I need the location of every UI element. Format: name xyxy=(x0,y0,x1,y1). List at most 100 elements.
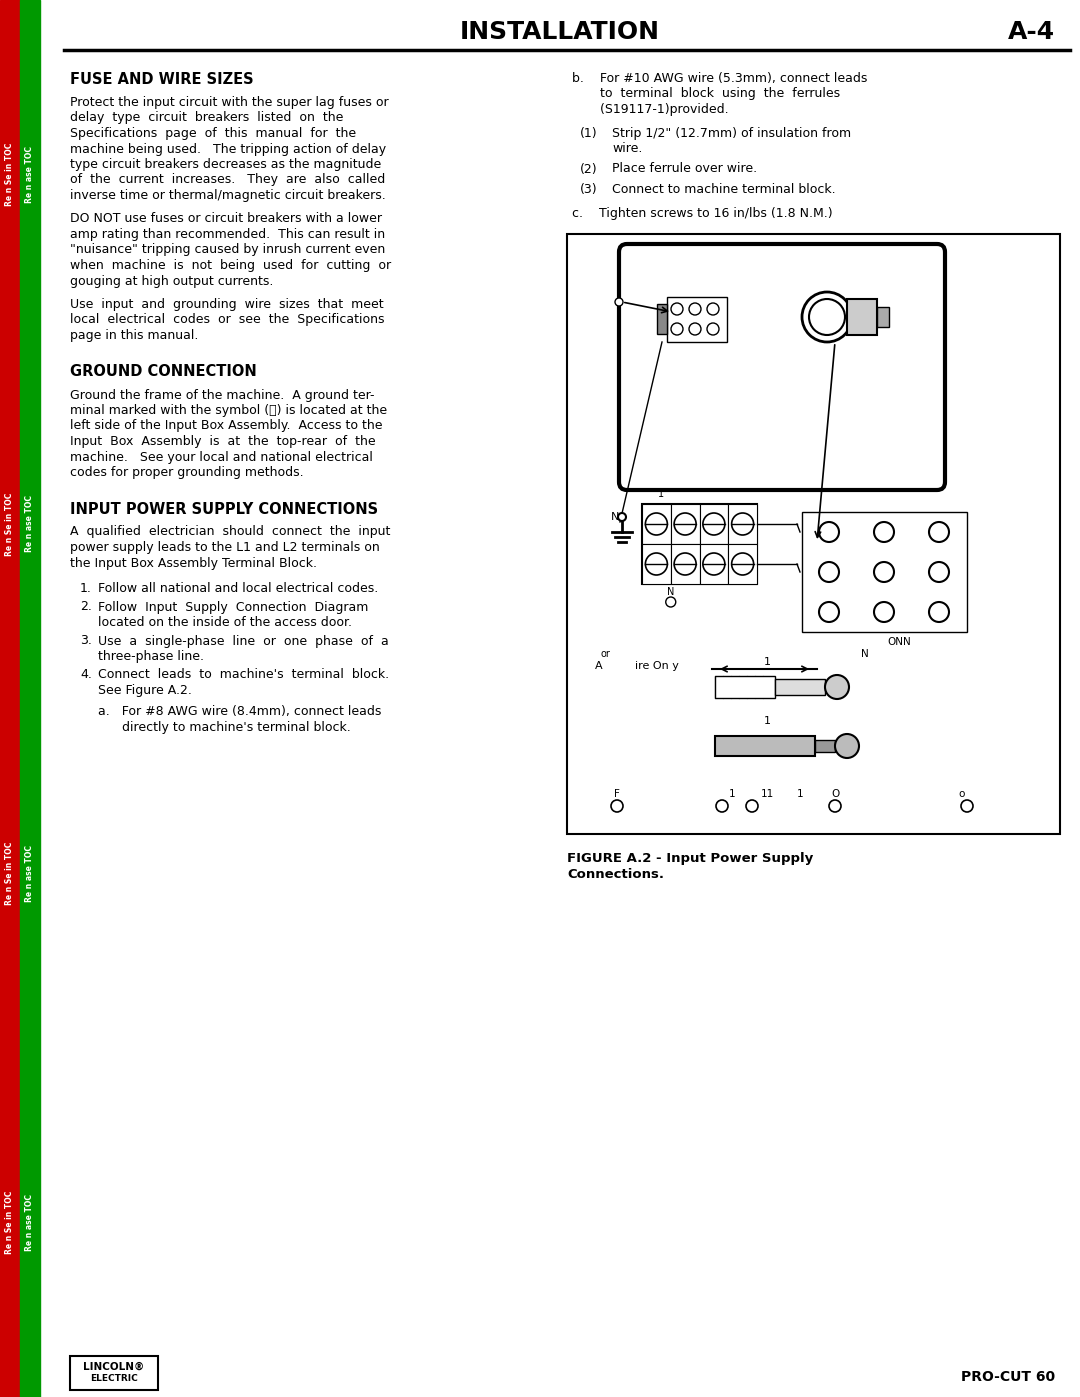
Bar xyxy=(21,0,40,1397)
Text: Connections.: Connections. xyxy=(567,868,664,882)
Text: N: N xyxy=(667,587,674,597)
Text: or: or xyxy=(600,650,610,659)
Text: delay  type  circuit  breakers  listed  on  the: delay type circuit breakers listed on th… xyxy=(70,112,343,124)
Circle shape xyxy=(716,800,728,812)
Text: A  qualified  electrician  should  connect  the  input: A qualified electrician should connect t… xyxy=(70,525,390,538)
Text: wire.: wire. xyxy=(612,142,643,155)
Circle shape xyxy=(929,522,949,542)
Circle shape xyxy=(874,562,894,583)
Text: O: O xyxy=(831,789,839,799)
Text: Re n Se in TOC: Re n Se in TOC xyxy=(5,142,14,207)
Circle shape xyxy=(961,800,973,812)
Circle shape xyxy=(746,800,758,812)
Bar xyxy=(815,740,835,752)
Text: (1): (1) xyxy=(580,127,597,140)
Text: INPUT POWER SUPPLY CONNECTIONS: INPUT POWER SUPPLY CONNECTIONS xyxy=(70,502,378,517)
Text: (2): (2) xyxy=(580,162,597,176)
Text: N: N xyxy=(861,650,868,659)
Text: Use  input  and  grounding  wire  sizes  that  meet: Use input and grounding wire sizes that … xyxy=(70,298,383,312)
Circle shape xyxy=(611,800,623,812)
Text: ELECTRIC: ELECTRIC xyxy=(90,1375,138,1383)
Text: 11: 11 xyxy=(760,789,773,799)
Text: "nuisance" tripping caused by inrush current even: "nuisance" tripping caused by inrush cur… xyxy=(70,243,386,257)
Text: inverse time or thermal/magnetic circuit breakers.: inverse time or thermal/magnetic circuit… xyxy=(70,189,386,203)
Bar xyxy=(642,504,757,584)
Text: LINCOLN®: LINCOLN® xyxy=(83,1362,145,1372)
Bar xyxy=(642,504,671,543)
Text: of  the  current  increases.   They  are  also  called: of the current increases. They are also … xyxy=(70,173,386,187)
Text: Place ferrule over wire.: Place ferrule over wire. xyxy=(612,162,757,176)
Circle shape xyxy=(731,513,754,535)
Circle shape xyxy=(929,602,949,622)
Text: the Input Box Assembly Terminal Block.: the Input Box Assembly Terminal Block. xyxy=(70,556,318,570)
Text: 1: 1 xyxy=(729,789,735,799)
Text: three-phase line.: three-phase line. xyxy=(98,650,204,664)
Text: Strip 1/2" (12.7mm) of insulation from: Strip 1/2" (12.7mm) of insulation from xyxy=(612,127,851,140)
Text: Ground the frame of the machine.  A ground ter-: Ground the frame of the machine. A groun… xyxy=(70,388,375,401)
Text: to  terminal  block  using  the  ferrules: to terminal block using the ferrules xyxy=(572,88,840,101)
Bar xyxy=(671,543,700,584)
Text: FIGURE A.2 - Input Power Supply: FIGURE A.2 - Input Power Supply xyxy=(567,852,813,865)
Circle shape xyxy=(703,513,725,535)
Circle shape xyxy=(731,553,754,576)
Text: machine being used.   The tripping action of delay: machine being used. The tripping action … xyxy=(70,142,387,155)
Circle shape xyxy=(819,602,839,622)
Text: FUSE AND WIRE SIZES: FUSE AND WIRE SIZES xyxy=(70,73,254,87)
Text: 3.: 3. xyxy=(80,634,92,647)
Bar xyxy=(775,679,825,694)
Text: 1: 1 xyxy=(764,717,770,726)
Text: Re n Se in TOC: Re n Se in TOC xyxy=(5,492,14,556)
Text: Input  Box  Assembly  is  at  the  top-rear  of  the: Input Box Assembly is at the top-rear of… xyxy=(70,434,376,448)
Bar xyxy=(715,736,815,756)
FancyBboxPatch shape xyxy=(619,244,945,490)
Circle shape xyxy=(874,522,894,542)
Text: 1: 1 xyxy=(659,489,664,499)
Text: A: A xyxy=(595,661,603,671)
Text: GROUND CONNECTION: GROUND CONNECTION xyxy=(70,365,257,380)
Circle shape xyxy=(615,298,623,306)
Circle shape xyxy=(707,303,719,314)
Text: Specifications  page  of  this  manual  for  the: Specifications page of this manual for t… xyxy=(70,127,356,140)
Text: o: o xyxy=(959,789,966,799)
Bar xyxy=(715,676,775,698)
Text: when  machine  is  not  being  used  for  cutting  or: when machine is not being used for cutti… xyxy=(70,258,391,272)
Circle shape xyxy=(703,553,725,576)
Circle shape xyxy=(835,733,859,759)
Circle shape xyxy=(671,323,683,335)
Bar xyxy=(667,298,727,342)
Text: local  electrical  codes  or  see  the  Specifications: local electrical codes or see the Specif… xyxy=(70,313,384,327)
Text: Follow  Input  Supply  Connection  Diagram: Follow Input Supply Connection Diagram xyxy=(98,601,368,613)
Circle shape xyxy=(707,323,719,335)
Text: located on the inside of the access door.: located on the inside of the access door… xyxy=(98,616,352,629)
Text: 1: 1 xyxy=(764,657,770,666)
Circle shape xyxy=(671,303,683,314)
Text: Re n ase TOC: Re n ase TOC xyxy=(26,147,35,203)
Text: power supply leads to the L1 and L2 terminals on: power supply leads to the L1 and L2 term… xyxy=(70,541,380,555)
Bar xyxy=(728,543,757,584)
Bar xyxy=(802,511,967,631)
Text: N: N xyxy=(611,511,619,522)
Text: type circuit breakers decreases as the magnitude: type circuit breakers decreases as the m… xyxy=(70,158,381,170)
Text: (S19117-1)provided.: (S19117-1)provided. xyxy=(572,103,729,116)
Text: codes for proper grounding methods.: codes for proper grounding methods. xyxy=(70,467,303,479)
Text: INSTALLATION: INSTALLATION xyxy=(460,20,660,43)
Circle shape xyxy=(646,553,667,576)
Text: See Figure A.2.: See Figure A.2. xyxy=(98,685,192,697)
Bar xyxy=(700,504,728,543)
Circle shape xyxy=(929,562,949,583)
Text: Use  a  single-phase  line  or  one  phase  of  a: Use a single-phase line or one phase of … xyxy=(98,634,389,647)
Bar xyxy=(567,235,1059,834)
Text: a.   For #8 AWG wire (8.4mm), connect leads: a. For #8 AWG wire (8.4mm), connect lead… xyxy=(98,705,381,718)
Circle shape xyxy=(689,323,701,335)
Text: 2.: 2. xyxy=(80,601,92,613)
Text: Re n ase TOC: Re n ase TOC xyxy=(26,845,35,901)
Bar xyxy=(657,305,667,334)
Circle shape xyxy=(829,800,841,812)
Circle shape xyxy=(809,299,845,335)
Bar xyxy=(728,504,757,543)
Bar xyxy=(700,543,728,584)
Text: Re n Se in TOC: Re n Se in TOC xyxy=(5,1190,14,1255)
Bar xyxy=(671,504,700,543)
Text: directly to machine's terminal block.: directly to machine's terminal block. xyxy=(98,721,351,733)
Text: Follow all national and local electrical codes.: Follow all national and local electrical… xyxy=(98,583,378,595)
